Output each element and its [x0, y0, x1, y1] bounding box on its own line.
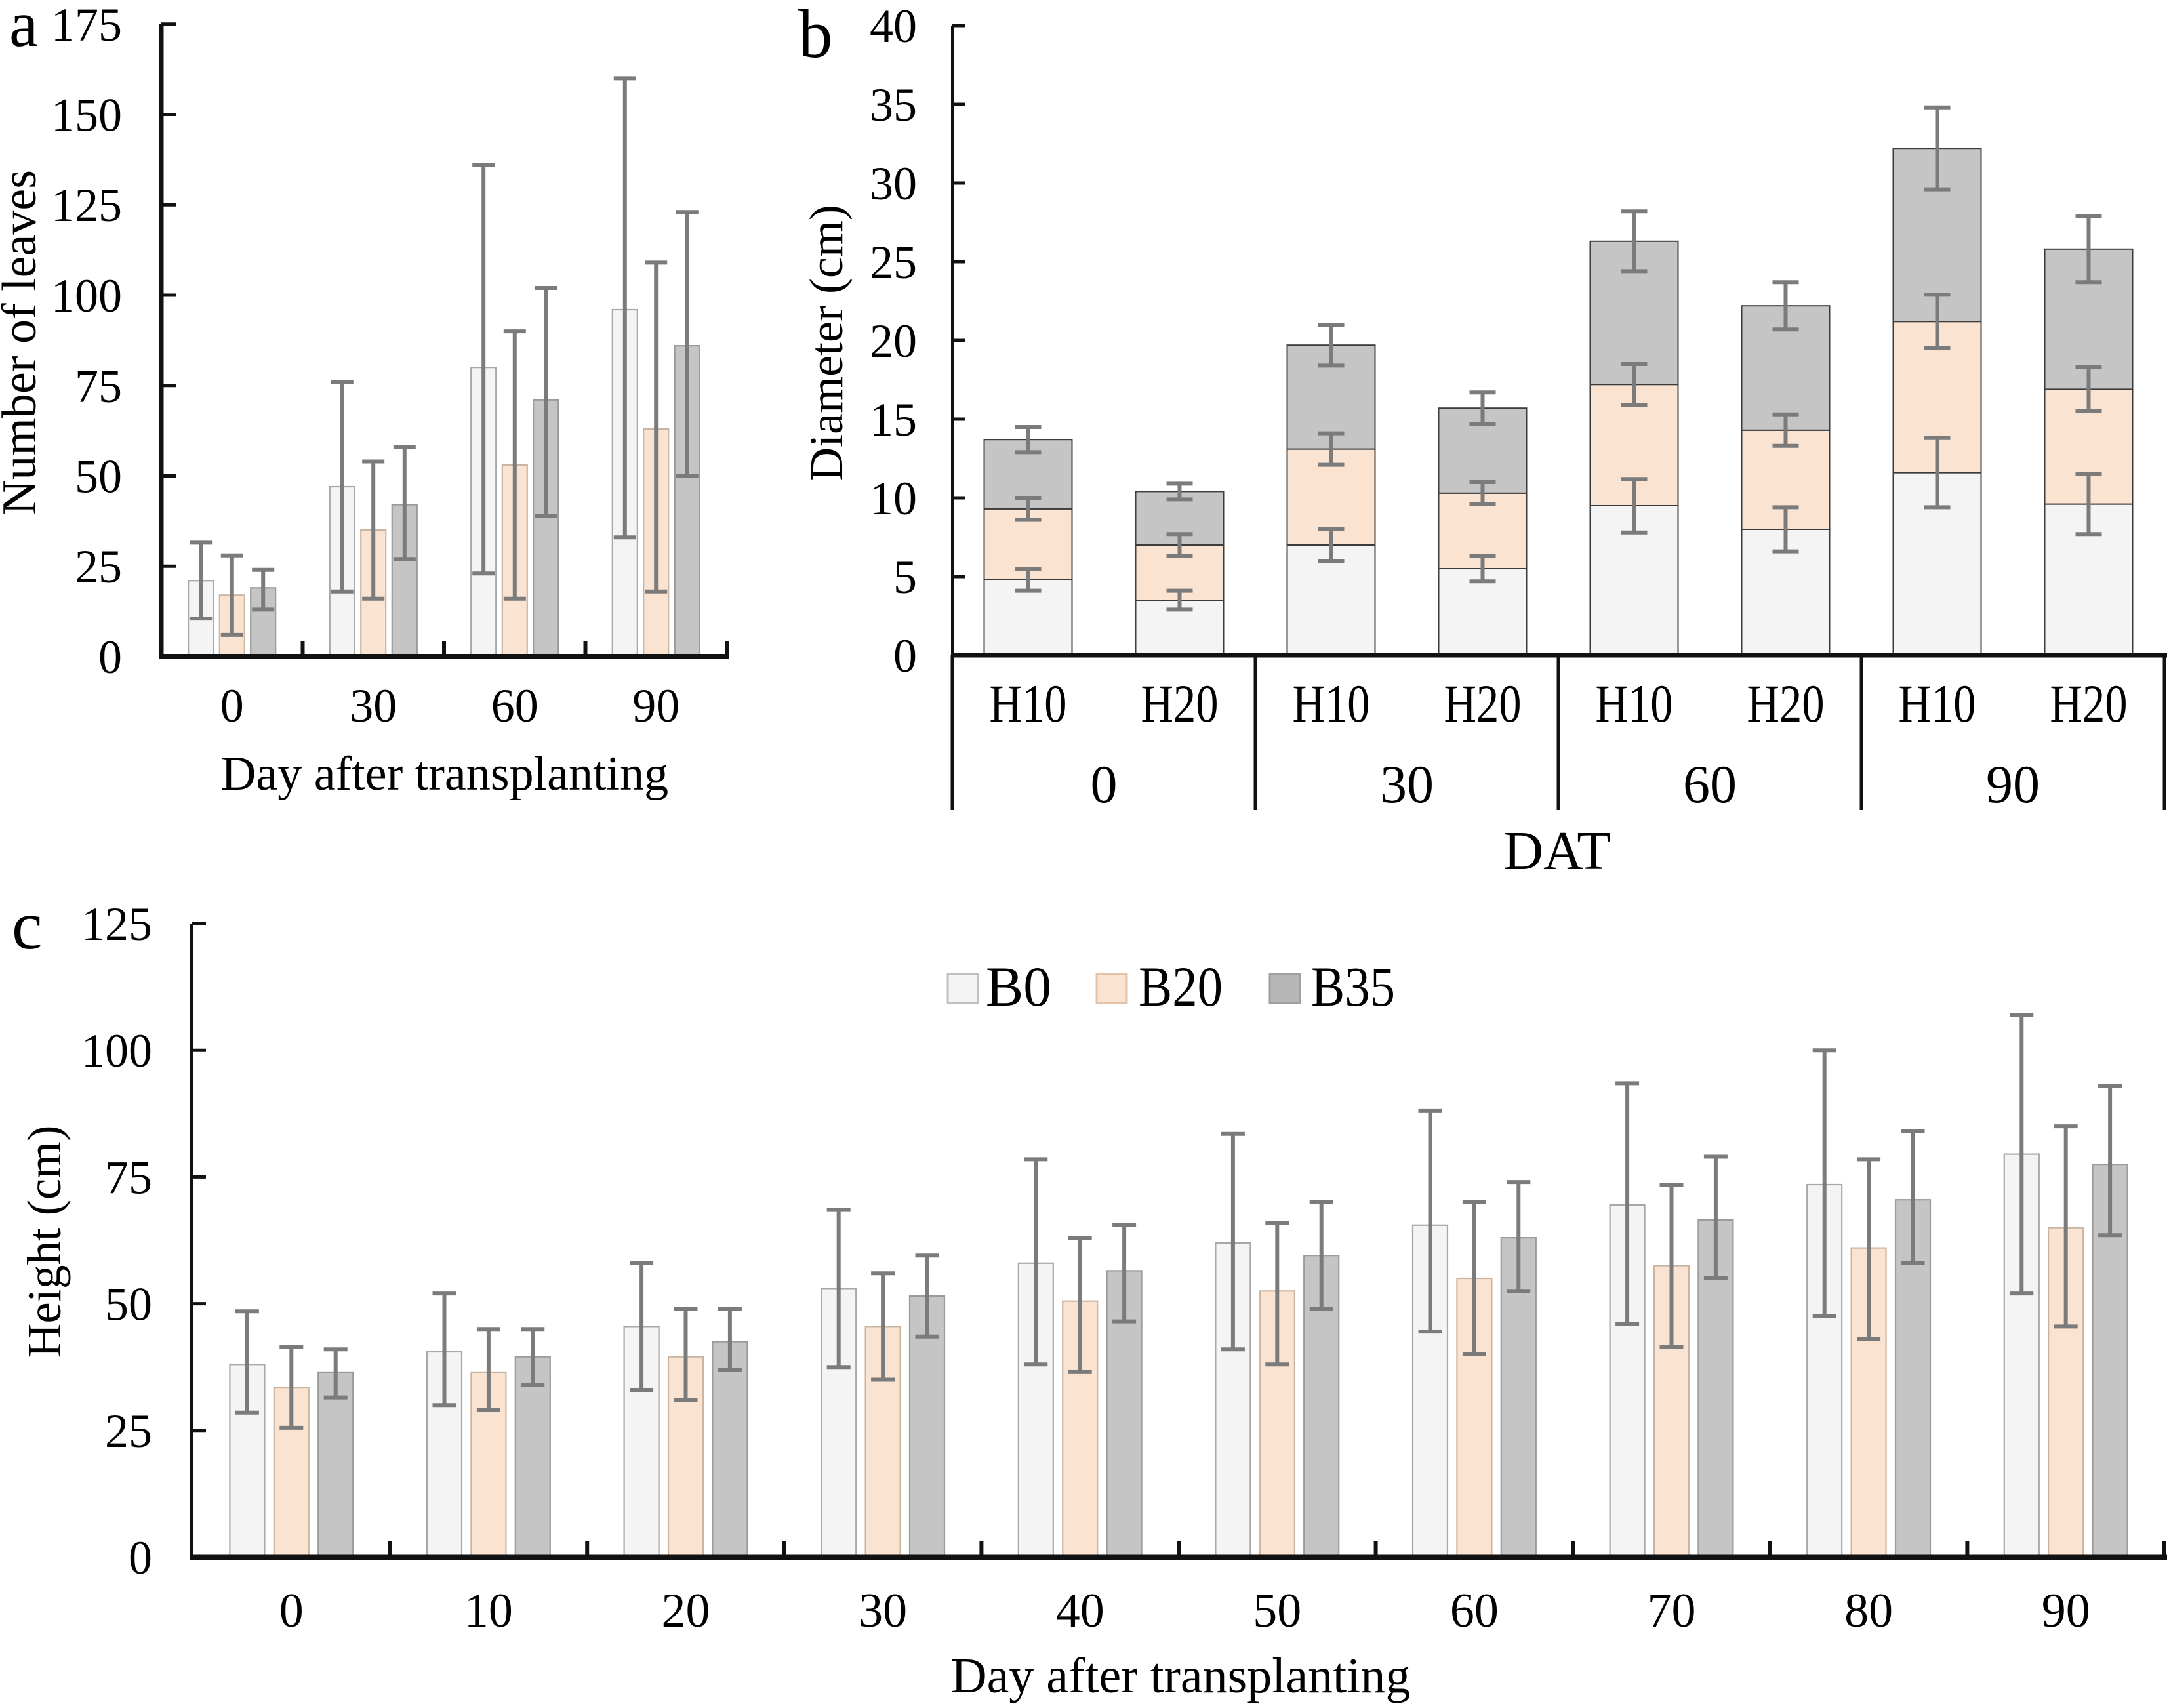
svg-text:10: 10 — [464, 1584, 513, 1638]
svg-text:H20: H20 — [2050, 674, 2128, 733]
svg-text:175: 175 — [51, 0, 122, 51]
svg-text:25: 25 — [870, 236, 917, 289]
svg-text:90: 90 — [1986, 754, 2040, 814]
svg-text:20: 20 — [662, 1584, 710, 1638]
svg-text:0: 0 — [893, 630, 917, 682]
svg-text:125: 125 — [81, 898, 152, 950]
svg-text:40: 40 — [870, 0, 917, 52]
svg-text:H10: H10 — [1596, 674, 1673, 733]
svg-text:Number of leaves: Number of leaves — [0, 170, 47, 515]
svg-text:0: 0 — [129, 1532, 152, 1584]
svg-text:0: 0 — [279, 1584, 304, 1638]
svg-text:100: 100 — [81, 1025, 152, 1077]
svg-text:50: 50 — [105, 1278, 152, 1331]
svg-text:25: 25 — [75, 540, 122, 593]
svg-text:H10: H10 — [1899, 674, 1976, 733]
svg-text:B0: B0 — [986, 955, 1051, 1018]
svg-text:H20: H20 — [1444, 674, 1522, 733]
svg-text:Day after transplanting: Day after transplanting — [221, 747, 668, 801]
svg-text:H20: H20 — [1747, 674, 1825, 733]
svg-text:DAT: DAT — [1503, 821, 1610, 882]
svg-text:35: 35 — [870, 79, 917, 131]
svg-text:Day after transplanting: Day after transplanting — [951, 1648, 1411, 1703]
svg-text:125: 125 — [51, 179, 122, 232]
svg-text:0: 0 — [220, 680, 244, 732]
svg-text:70: 70 — [1648, 1584, 1696, 1638]
svg-text:30: 30 — [1380, 754, 1434, 814]
svg-text:30: 30 — [350, 680, 397, 732]
svg-text:B35: B35 — [1311, 955, 1395, 1018]
svg-text:a: a — [9, 0, 38, 60]
svg-text:60: 60 — [1450, 1584, 1499, 1638]
svg-text:150: 150 — [51, 89, 122, 142]
svg-text:b: b — [798, 0, 833, 72]
svg-text:100: 100 — [51, 270, 122, 322]
svg-text:25: 25 — [105, 1405, 152, 1457]
svg-text:30: 30 — [870, 157, 917, 210]
svg-text:40: 40 — [1056, 1584, 1105, 1638]
svg-text:20: 20 — [870, 315, 917, 367]
svg-text:10: 10 — [870, 472, 917, 525]
svg-text:60: 60 — [1683, 754, 1737, 814]
svg-text:30: 30 — [859, 1584, 907, 1638]
svg-text:75: 75 — [105, 1151, 152, 1204]
svg-text:c: c — [12, 887, 43, 964]
svg-text:0: 0 — [98, 631, 122, 683]
svg-text:75: 75 — [75, 360, 122, 413]
svg-text:50: 50 — [75, 451, 122, 503]
svg-text:H10: H10 — [990, 674, 1067, 733]
svg-text:H20: H20 — [1141, 674, 1219, 733]
svg-text:90: 90 — [632, 680, 679, 732]
svg-text:15: 15 — [870, 394, 917, 446]
svg-text:80: 80 — [1844, 1584, 1893, 1638]
svg-text:60: 60 — [491, 680, 538, 732]
svg-text:H10: H10 — [1293, 674, 1370, 733]
svg-text:0: 0 — [1091, 754, 1118, 814]
svg-text:5: 5 — [893, 551, 917, 603]
svg-text:90: 90 — [2042, 1584, 2090, 1638]
svg-text:Diameter (cm): Diameter (cm) — [800, 205, 853, 481]
svg-text:50: 50 — [1253, 1584, 1301, 1638]
svg-text:B20: B20 — [1139, 955, 1223, 1018]
svg-text:Height (cm): Height (cm) — [18, 1126, 71, 1358]
